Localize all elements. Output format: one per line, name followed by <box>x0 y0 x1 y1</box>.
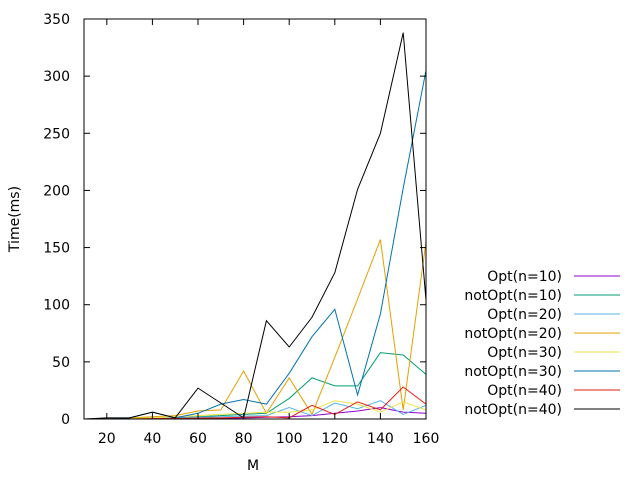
series-line-5 <box>84 400 426 419</box>
y-tick-label: 100 <box>43 298 70 314</box>
legend-label-8: notOpt(n=40) <box>464 402 562 418</box>
y-axis-label: Time(ms) <box>7 186 23 253</box>
legend-label-5: Opt(n=30) <box>487 345 562 361</box>
legend-label-1: Opt(n=10) <box>487 269 562 285</box>
x-tick-label: 100 <box>276 431 303 447</box>
y-tick-label: 300 <box>43 69 70 85</box>
legend-label-6: notOpt(n=30) <box>464 364 562 380</box>
plot-area <box>84 32 426 419</box>
series-line-2 <box>84 352 426 419</box>
y-tick-label: 150 <box>43 241 70 257</box>
x-tick-label: 80 <box>235 431 253 447</box>
x-tick-label: 20 <box>98 431 116 447</box>
x-tick-label: 120 <box>321 431 348 447</box>
x-axis-label: M <box>247 458 259 474</box>
y-tick-label: 0 <box>61 412 70 428</box>
y-tick-label: 200 <box>43 183 70 199</box>
legend-label-4: notOpt(n=20) <box>464 326 562 342</box>
plot-frame <box>83 18 427 420</box>
x-tick-label: 60 <box>189 431 207 447</box>
legend-label-2: notOpt(n=10) <box>464 288 562 304</box>
series-line-8 <box>84 32 426 419</box>
x-tick-label: 140 <box>367 431 394 447</box>
y-tick-label: 50 <box>52 355 70 371</box>
y-tick-label: 350 <box>43 12 70 28</box>
y-tick-label: 250 <box>43 126 70 142</box>
legend-label-3: Opt(n=20) <box>487 307 562 323</box>
series-line-6 <box>84 70 426 419</box>
series-line-4 <box>84 239 426 419</box>
axes: 20 40 60 80 100 120 140 160 0 50 100 150 200 250 300 35… <box>43 12 439 447</box>
legend: Opt(n=10) notOpt(n=10) Opt(n=20) notOpt(n=2… <box>464 269 620 418</box>
legend-label-7: Opt(n=40) <box>487 383 562 399</box>
x-tick-label: 160 <box>413 431 440 447</box>
x-tick-label: 40 <box>143 431 161 447</box>
series-group <box>84 32 426 419</box>
